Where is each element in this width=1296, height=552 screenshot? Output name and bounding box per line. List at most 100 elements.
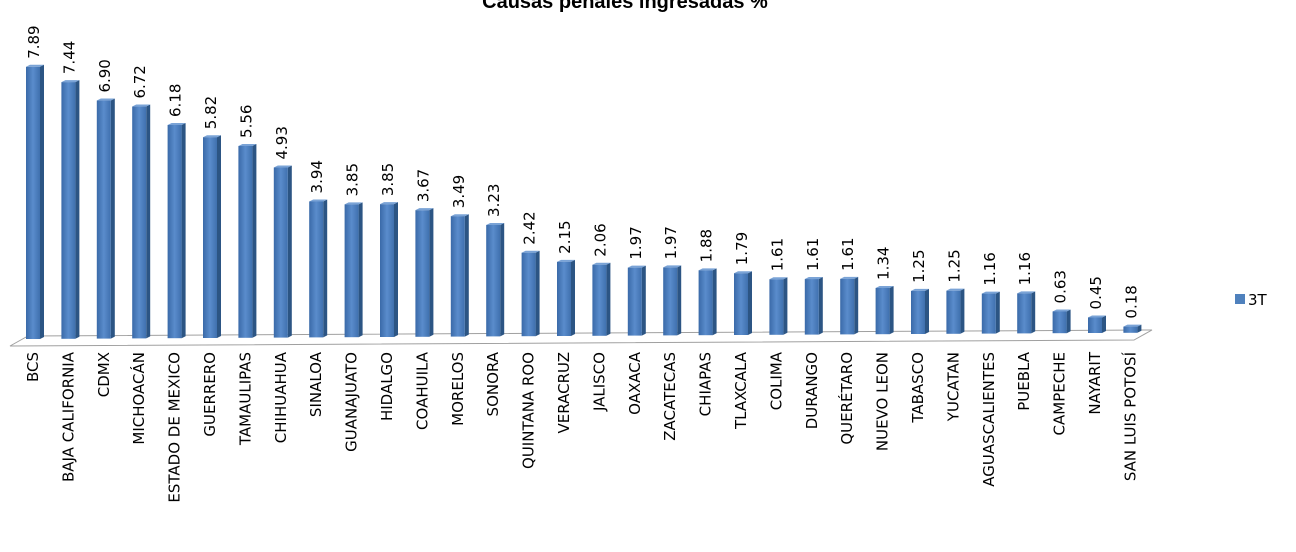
x-tick-label: CHIHUAHUA xyxy=(272,351,290,443)
data-label: 0.63 xyxy=(1052,270,1070,303)
data-label: 0.18 xyxy=(1122,285,1140,318)
data-label: 3.67 xyxy=(414,169,432,202)
x-tick-label: SONORA xyxy=(484,351,502,416)
bar-side xyxy=(358,202,363,338)
x-tick-label: QUERÉTARO xyxy=(837,352,856,445)
bar-side xyxy=(712,268,717,336)
chart-title: Causas penales ingresadas % xyxy=(482,0,768,13)
bar xyxy=(592,264,607,336)
bar xyxy=(167,124,182,339)
bar-side xyxy=(854,276,859,335)
bar-side xyxy=(960,288,965,334)
x-tick-label: AGUASCALIENTES xyxy=(980,352,998,487)
x-tick-label: MORELOS xyxy=(449,352,467,426)
bar-side xyxy=(818,277,823,335)
bar-side xyxy=(1137,324,1142,333)
x-tick-label: TAMAULIPAS xyxy=(236,352,254,446)
data-label: 2.42 xyxy=(521,211,539,244)
bar-side xyxy=(748,271,752,335)
bar-side xyxy=(429,208,434,337)
bar xyxy=(96,100,111,339)
bar-top xyxy=(769,277,788,280)
bar-side xyxy=(1066,309,1071,334)
bar-side xyxy=(394,202,398,337)
bar xyxy=(380,204,394,337)
bar-side xyxy=(1031,291,1036,334)
bar-side xyxy=(110,98,115,339)
data-label: 1.61 xyxy=(839,237,857,270)
bar xyxy=(840,278,855,335)
x-tick-label: JALISCO xyxy=(590,352,608,412)
x-tick-label: OAXACA xyxy=(626,351,644,415)
bar-top xyxy=(663,265,682,268)
bar-side xyxy=(464,214,469,337)
bar-top xyxy=(1123,324,1142,327)
x-tick-label: QUINTANA ROO xyxy=(520,352,538,469)
bar-side xyxy=(641,265,646,336)
bar xyxy=(911,290,925,334)
bar-top xyxy=(875,285,894,288)
x-tick-label: COAHUILA xyxy=(413,351,431,430)
bar-top xyxy=(981,291,1000,294)
bar-top xyxy=(840,276,859,279)
bar xyxy=(238,145,253,338)
bar-top xyxy=(344,202,363,205)
x-tick-label: CHIAPAS xyxy=(697,352,715,416)
data-label: 3.23 xyxy=(485,184,503,217)
x-tick-label: CDMX xyxy=(95,352,113,397)
bar xyxy=(769,279,784,335)
bar-top xyxy=(911,288,929,291)
bar xyxy=(875,287,890,335)
x-tick-label: PUEBLA xyxy=(1015,351,1033,410)
data-label: 2.06 xyxy=(591,223,609,256)
data-label: 6.90 xyxy=(96,59,114,92)
bar-top xyxy=(167,122,186,125)
x-tick-label: COLIMA xyxy=(767,351,785,410)
bar-side xyxy=(995,291,1000,334)
bar-side xyxy=(287,165,292,338)
data-label: 3.94 xyxy=(308,160,326,193)
data-label: 0.45 xyxy=(1087,276,1105,309)
bar xyxy=(26,66,40,340)
bar-top xyxy=(1017,291,1036,294)
x-tick-label: GUERRERO xyxy=(201,352,219,437)
bar-top xyxy=(26,64,44,67)
data-label: 1.16 xyxy=(981,252,999,285)
bar-top xyxy=(946,288,965,291)
bar-side xyxy=(252,143,257,338)
data-label: 6.72 xyxy=(131,65,149,98)
bar xyxy=(804,279,819,335)
data-label: 3.85 xyxy=(344,163,362,196)
bar xyxy=(132,106,147,339)
bar-top xyxy=(203,135,221,138)
bar-side xyxy=(75,80,80,339)
bar-side xyxy=(889,285,894,335)
floor xyxy=(9,329,1153,347)
bar xyxy=(981,293,996,334)
data-label: 1.79 xyxy=(733,232,751,265)
legend-label: 3T xyxy=(1248,291,1268,309)
data-label: 1.61 xyxy=(804,238,822,271)
x-tick-label: NUEVO LEON xyxy=(874,352,892,451)
data-label: 7.44 xyxy=(60,41,78,74)
x-tick-label: BAJA CALIFORNIA xyxy=(59,351,77,482)
bar-side xyxy=(783,277,788,335)
bar xyxy=(1123,326,1138,333)
x-tick-label: SINALOA xyxy=(307,351,325,417)
bar-top xyxy=(734,271,752,274)
bar-top xyxy=(238,143,257,146)
x-tick-label: ESTADO DE MEXICO xyxy=(166,352,184,503)
x-tick-label: MICHOACÁN xyxy=(129,352,148,445)
bar-top xyxy=(273,165,292,168)
bar-side xyxy=(606,262,611,336)
bar-top xyxy=(61,80,80,83)
bar-side xyxy=(677,265,682,336)
bar-side xyxy=(40,64,44,340)
data-label: 1.25 xyxy=(910,249,928,282)
data-label: 3.85 xyxy=(379,163,397,196)
bar xyxy=(1017,293,1032,334)
bar-top xyxy=(1088,315,1106,318)
data-label: 7.89 xyxy=(25,25,43,58)
bar-side xyxy=(925,288,929,334)
